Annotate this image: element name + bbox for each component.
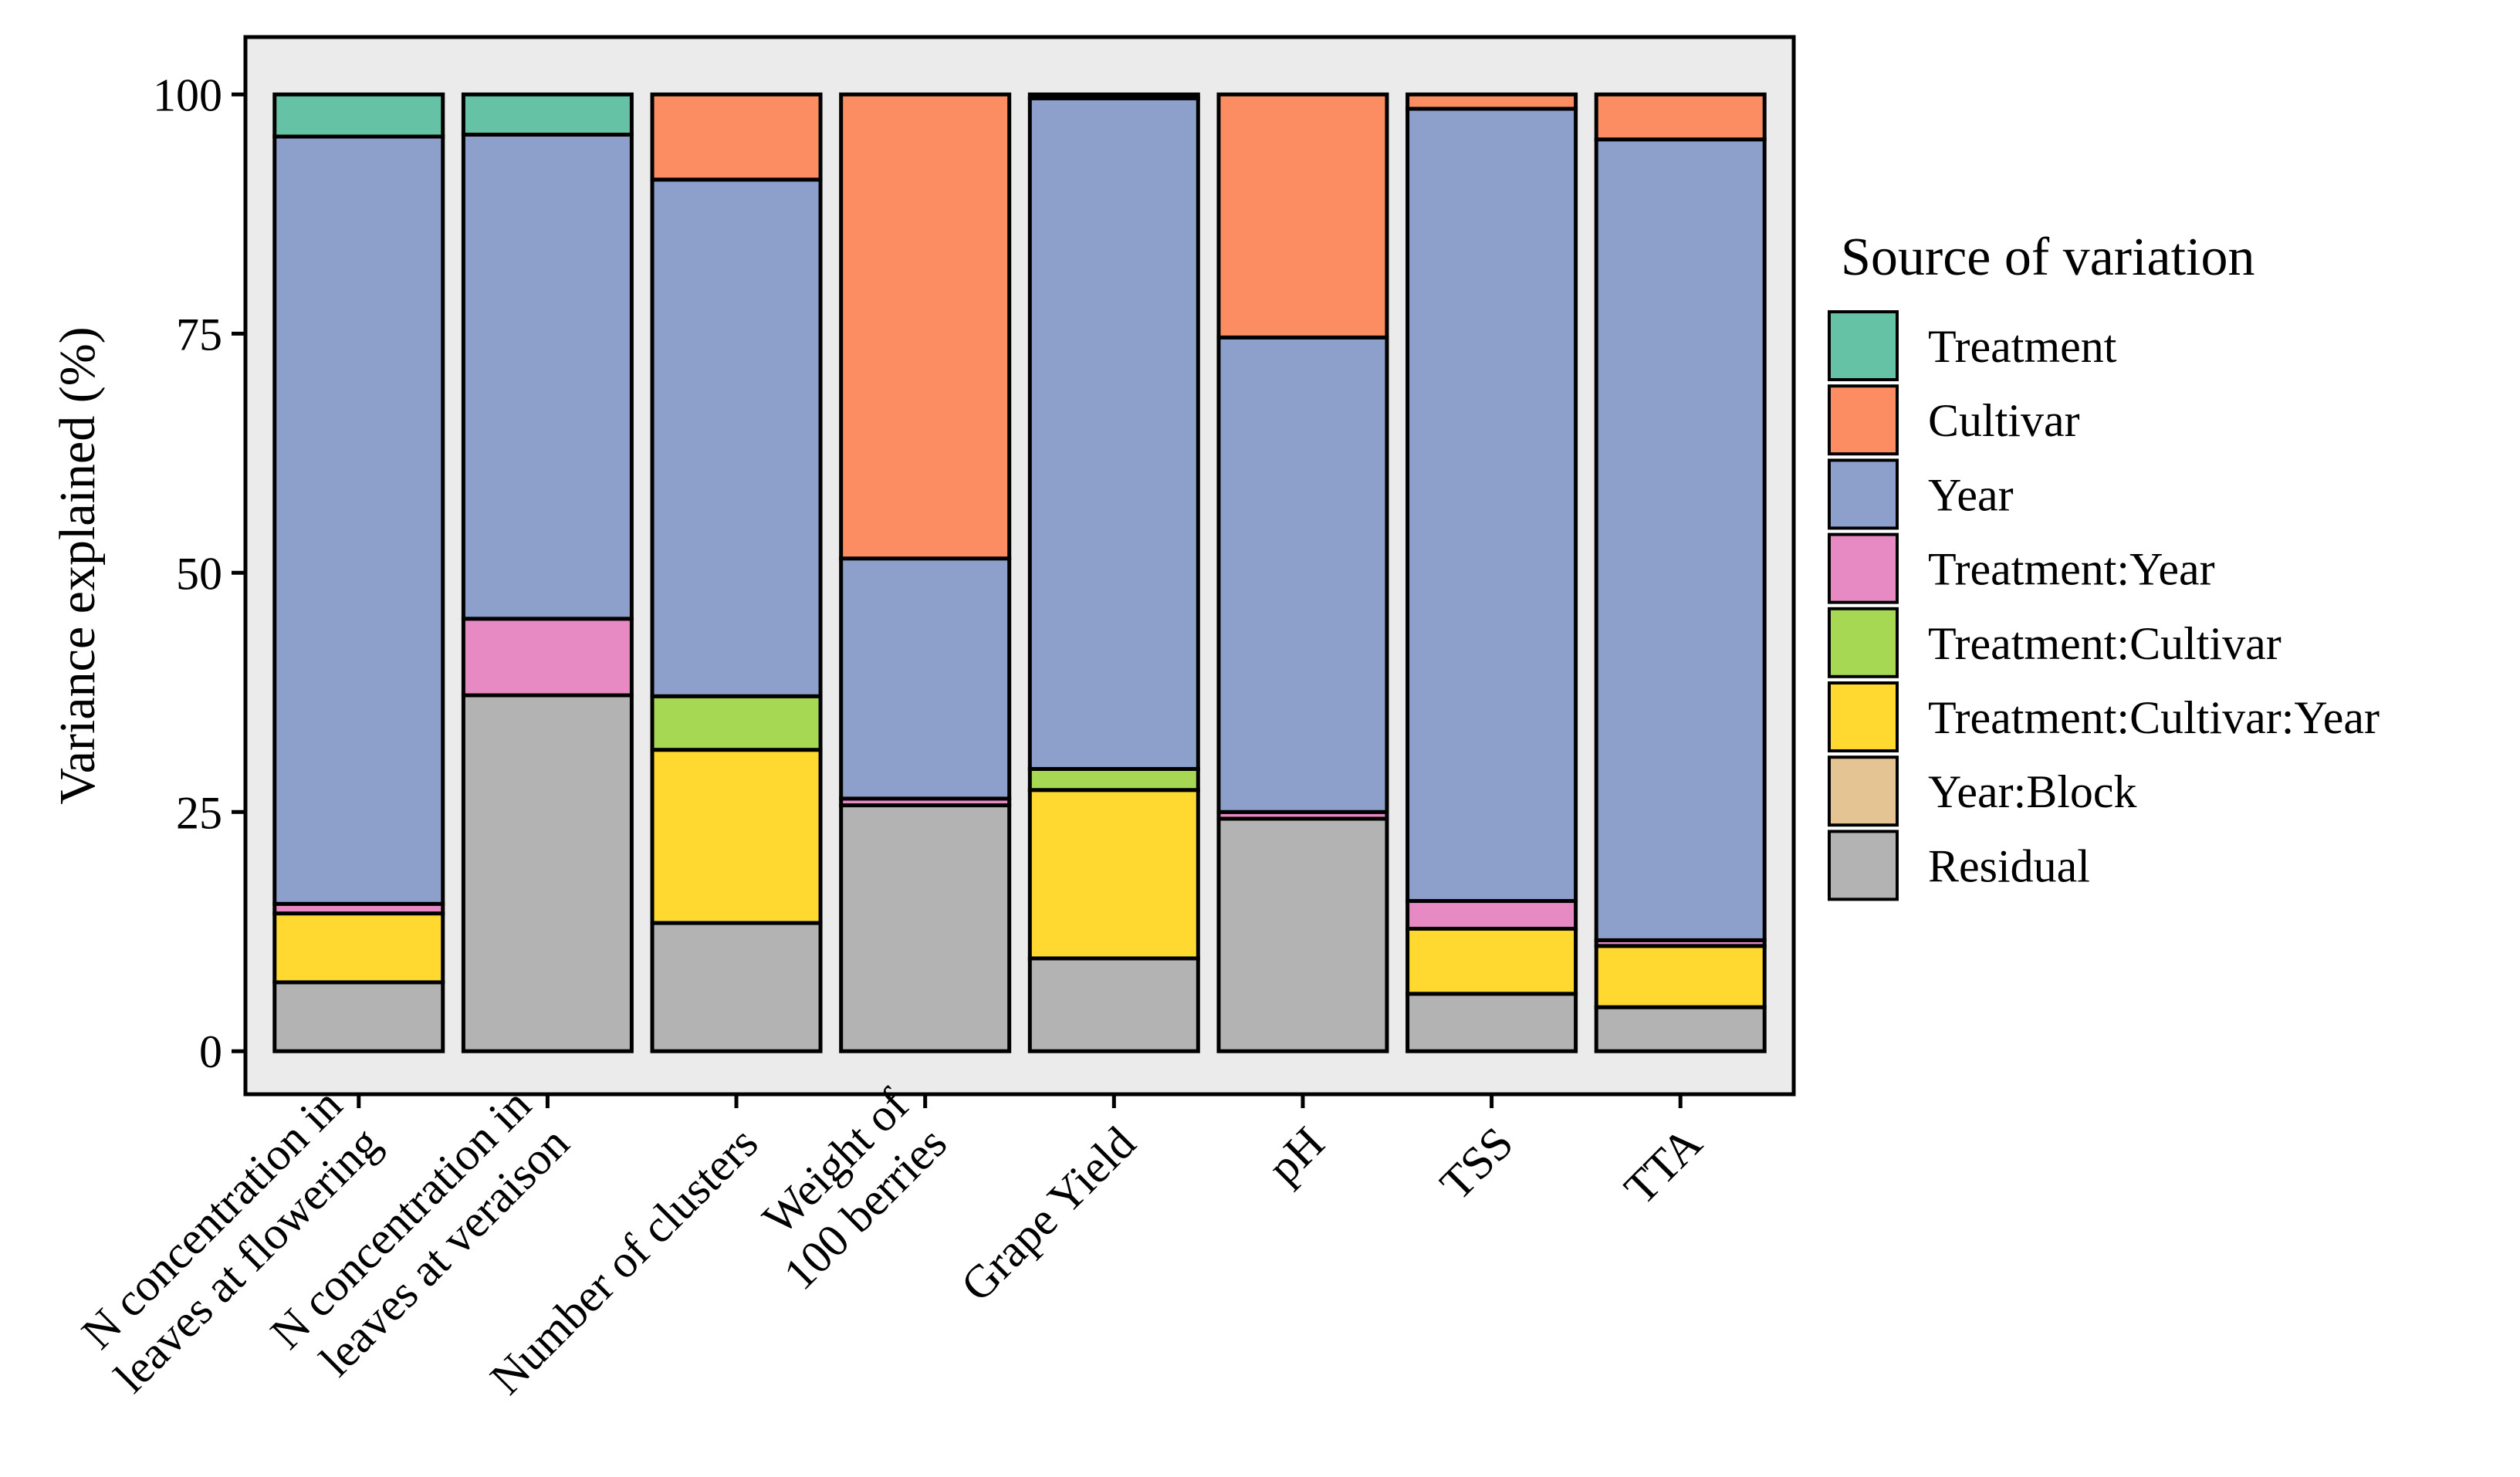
bar-segment [1594, 944, 1767, 1009]
legend-swatch [1828, 532, 1899, 604]
bar-segment [461, 92, 634, 137]
y-axis: 0 25 50 75 100 [153, 69, 245, 1077]
bar-segment [650, 694, 823, 752]
x-category-label: Grape Yield [951, 1117, 1145, 1311]
legend-swatch [1828, 681, 1899, 752]
bar-segment [461, 693, 634, 1053]
bars-layer [272, 92, 1767, 1053]
bar-segment [650, 921, 823, 1053]
bar-segment [1027, 96, 1200, 771]
legend-title: Source of variation [1841, 228, 2254, 287]
bar-segment [1405, 899, 1578, 931]
y-tick-label: 100 [153, 69, 222, 120]
bar-segment [1216, 92, 1389, 340]
y-tick-label: 25 [176, 787, 222, 838]
bar-segment [1027, 766, 1200, 793]
x-category-label: pH [1258, 1117, 1334, 1194]
bar-segment [1405, 106, 1578, 904]
bar-segment [272, 911, 445, 985]
bar-segment [650, 177, 823, 698]
legend: Source of variation Treatment Cultivar Yea… [1828, 228, 2380, 901]
bar-segment [1216, 816, 1389, 1053]
bar-segment [839, 92, 1012, 561]
legend-swatch [1828, 755, 1899, 827]
bar-segment [272, 134, 445, 906]
bar-segment [272, 92, 445, 139]
bar-segment [1027, 956, 1200, 1053]
legend-label: Treatment:Cultivar:Year [1928, 692, 2380, 743]
bar-segment [839, 803, 1012, 1053]
x-category-label: Weight of100 berries [736, 1079, 956, 1300]
bar-segment [461, 132, 634, 621]
bar-segment [1405, 992, 1578, 1053]
legend-label: Year [1928, 469, 2014, 520]
legend-label: Treatment [1928, 321, 2117, 372]
legend-label: Year:Block [1928, 766, 2137, 817]
legend-label: Cultivar [1928, 395, 2080, 446]
bar-segment [461, 617, 634, 698]
legend-swatch [1828, 607, 1899, 678]
legend-label: Residual [1928, 840, 2090, 891]
y-tick-label: 50 [176, 548, 222, 599]
bar-segment [1027, 92, 1200, 100]
legend-swatch [1828, 384, 1899, 456]
legend-swatch [1828, 830, 1899, 901]
bar-segment [839, 556, 1012, 801]
bar-segment [1027, 788, 1200, 961]
bar-segment [1594, 137, 1767, 942]
y-tick-label: 75 [176, 309, 222, 360]
bar-segment [1216, 335, 1389, 814]
legend-swatch [1828, 310, 1899, 381]
bar-segment [272, 980, 445, 1053]
bar-segment [1594, 92, 1767, 142]
bar-segment [1405, 927, 1578, 996]
bar-segment [1594, 1005, 1767, 1053]
y-tick-label: 0 [199, 1026, 222, 1077]
x-category-label: TTA [1615, 1117, 1712, 1215]
legend-swatch [1828, 458, 1899, 530]
legend-label: Treatment:Year [1928, 544, 2215, 595]
legend-label: Treatment:Cultivar [1928, 618, 2282, 669]
y-axis-title: Variance explained (%) [49, 326, 106, 804]
bar-segment [650, 92, 823, 182]
x-category-label: TSS [1430, 1117, 1523, 1210]
bar-segment [650, 748, 823, 925]
bar-segment [1405, 92, 1578, 111]
